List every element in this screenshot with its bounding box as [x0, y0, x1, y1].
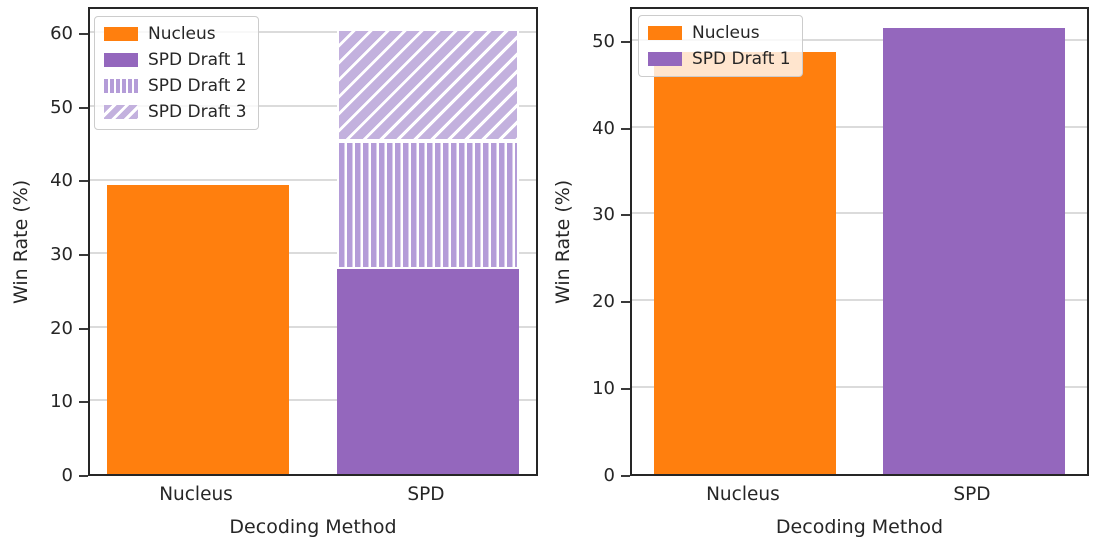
plot-area	[88, 7, 538, 476]
legend-swatch-spd-draft-1	[648, 52, 682, 66]
y-gridline	[632, 299, 1087, 302]
legend-swatch-nucleus	[648, 26, 682, 40]
y-tick-mark	[79, 180, 88, 183]
y-gridline	[90, 399, 536, 402]
y-tick-mark	[79, 254, 88, 257]
x-tick-label: Nucleus	[159, 484, 233, 505]
legend: Nucleus SPD Draft 1	[638, 15, 803, 77]
legend-item: SPD Draft 1	[104, 51, 247, 69]
legend-swatch-nucleus	[104, 27, 138, 41]
y-gridline	[90, 325, 536, 328]
y-tick-mark	[79, 475, 88, 477]
y-tick-label: 20	[592, 291, 615, 313]
y-axis-label: Win Rate (%)	[10, 179, 32, 304]
y-gridline	[632, 386, 1087, 389]
bar-segment-nucleus	[653, 51, 837, 474]
legend-label: SPD Draft 2	[148, 76, 247, 96]
bar-segment-nucleus	[107, 184, 289, 474]
x-axis-label: Decoding Method	[775, 516, 944, 538]
bar-segment-spd-draft-3	[337, 28, 519, 142]
y-gridline	[90, 178, 536, 181]
y-tick-mark	[79, 106, 88, 109]
y-tick-label: 10	[50, 391, 73, 413]
legend-label: SPD Draft 1	[148, 50, 247, 70]
legend-item: Nucleus	[648, 24, 791, 42]
bar-spd	[882, 27, 1066, 474]
legend-swatch-spd-draft-2	[104, 79, 138, 93]
y-tick-mark	[79, 401, 88, 404]
y-tick-label: 10	[592, 378, 615, 400]
bar-nucleus	[653, 51, 837, 474]
y-tick-mark	[621, 214, 630, 217]
bar-segment-spd-draft-1	[882, 27, 1066, 474]
y-tick-label: 40	[50, 170, 73, 192]
x-tick-label: SPD	[407, 484, 445, 505]
y-tick-label: 50	[50, 96, 73, 118]
y-tick-mark	[621, 388, 630, 391]
bar-spd	[337, 28, 519, 474]
legend-label: SPD Draft 3	[148, 102, 247, 122]
bar-segment-spd-draft-1	[337, 268, 519, 474]
legend: Nucleus SPD Draft 1 SPD Draft 2 SPD Draft 3	[94, 16, 259, 130]
bar-segment-spd-draft-2	[337, 141, 519, 269]
y-tick-mark	[621, 127, 630, 130]
plot-area	[630, 7, 1089, 476]
x-tick-label: SPD	[953, 484, 991, 505]
y-gridline	[632, 125, 1087, 128]
legend-label: Nucleus	[148, 24, 216, 44]
y-tick-label: 30	[50, 244, 73, 266]
legend-swatch-spd-draft-3	[104, 105, 138, 119]
x-tick-label: Nucleus	[706, 484, 780, 505]
y-tick-mark	[79, 327, 88, 330]
legend-label: Nucleus	[692, 23, 760, 43]
y-tick-mark	[621, 475, 630, 477]
x-axis-label: Decoding Method	[229, 516, 397, 538]
legend-swatch-spd-draft-1	[104, 53, 138, 67]
bar-nucleus	[107, 184, 289, 474]
y-tick-label: 0	[603, 465, 615, 486]
legend-item: SPD Draft 1	[648, 50, 791, 68]
legend-item: Nucleus	[104, 25, 247, 43]
legend-label: SPD Draft 1	[692, 49, 791, 69]
y-gridline	[90, 31, 536, 34]
y-gridline	[90, 252, 536, 255]
y-tick-mark	[621, 301, 630, 304]
legend-item: SPD Draft 3	[104, 103, 247, 121]
y-tick-label: 50	[592, 30, 615, 52]
y-gridline	[90, 104, 536, 107]
y-tick-label: 60	[50, 23, 73, 45]
y-tick-label: 0	[61, 465, 73, 486]
y-gridline	[632, 212, 1087, 215]
y-tick-label: 30	[592, 204, 615, 226]
y-gridline	[632, 38, 1087, 41]
y-axis-label: Win Rate (%)	[552, 179, 574, 304]
y-tick-mark	[79, 33, 88, 36]
y-tick-label: 40	[592, 117, 615, 139]
y-tick-label: 20	[50, 317, 73, 339]
legend-item: SPD Draft 2	[104, 77, 247, 95]
y-tick-mark	[621, 40, 630, 43]
